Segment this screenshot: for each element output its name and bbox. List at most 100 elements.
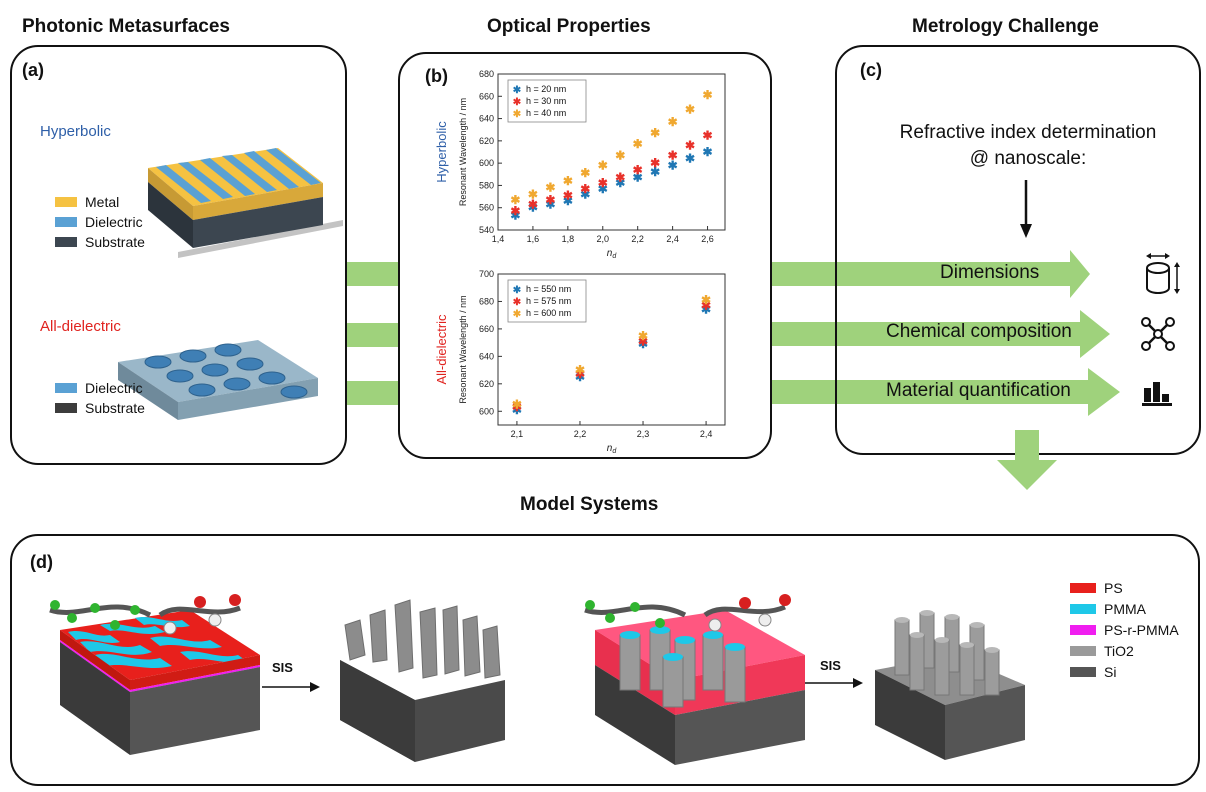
data-point: ✱ xyxy=(650,126,660,140)
data-point: ✱ xyxy=(598,158,608,172)
legend-box xyxy=(507,279,587,323)
si-swatch xyxy=(1070,667,1096,677)
x-tick-label: 2,1 xyxy=(511,429,524,439)
legend-tio2-label: TiO2 xyxy=(1104,643,1134,659)
data-point: ✱ xyxy=(528,187,538,201)
x-tick-label: 2,0 xyxy=(597,234,610,244)
connector-arrow-2 xyxy=(345,323,400,347)
data-point: ✱ xyxy=(575,370,585,384)
item-chemical-composition: Chemical composition xyxy=(886,321,1072,342)
legend-dielectric-label: Dielectric xyxy=(85,214,143,230)
hyperbolic-chart: 540 560 580 600 620 640 660 680 1,4 1,6 1,8 2,0 2,2 2… xyxy=(434,69,726,260)
legend-label: h = 575 nm xyxy=(526,296,571,306)
data-point: ✱ xyxy=(668,158,678,172)
legend-metal: Metal xyxy=(55,194,119,210)
data-point: ✱ xyxy=(563,194,573,208)
y-tick-label: 680 xyxy=(479,296,494,306)
hyperbolic-title: Hyperbolic xyxy=(40,123,111,140)
data-point: ✱ xyxy=(703,88,713,102)
y-axis-label: Resonant Wavelength / nm xyxy=(458,98,468,206)
data-point: ✱ xyxy=(512,403,522,417)
legend-substrate-2: Substrate xyxy=(55,400,145,416)
legend-box xyxy=(507,79,587,123)
hyperbolic-metasurface-image xyxy=(148,148,343,258)
molecule-network-icon xyxy=(1141,317,1175,351)
data-point: ✱ xyxy=(545,193,555,207)
sis-label-1: SIS xyxy=(272,660,293,675)
legend-si-label: Si xyxy=(1104,664,1117,680)
plot-frame xyxy=(497,73,726,231)
data-point: ✱ xyxy=(615,171,625,185)
legend-marker: ✱ xyxy=(513,297,522,308)
all-dielectric-title: All-dielectric xyxy=(40,318,121,335)
sis-arrow-1 xyxy=(262,682,320,692)
plot-frame xyxy=(497,273,726,426)
substrate-swatch-2 xyxy=(55,403,77,413)
data-point: ✱ xyxy=(545,181,555,195)
legend-label: h = 20 nm xyxy=(526,84,566,94)
x-tick-label: 2,6 xyxy=(701,234,714,244)
data-point: ✱ xyxy=(638,329,648,343)
statement-line2: @ nanoscale: xyxy=(969,148,1087,169)
ps-swatch xyxy=(1070,583,1096,593)
data-point: ✱ xyxy=(701,299,711,313)
cylinder-block-copolymer-image xyxy=(584,594,805,765)
connector-arrow-3 xyxy=(345,381,400,405)
bar-chart-icon xyxy=(1142,382,1172,406)
cylinder-dimension-icon xyxy=(1146,253,1180,294)
data-point: ✱ xyxy=(668,148,678,162)
data-point: ✱ xyxy=(580,182,590,196)
panel-a-label: (a) xyxy=(22,60,44,80)
data-point: ✱ xyxy=(638,337,648,351)
data-point: ✱ xyxy=(580,187,590,201)
data-point: ✱ xyxy=(510,193,520,207)
item-dimensions: Dimensions xyxy=(940,262,1040,283)
y-tick-label: 640 xyxy=(479,114,494,124)
data-point: ✱ xyxy=(633,163,643,177)
legend-dielectric-label-2: Dielectric xyxy=(85,380,143,396)
data-point: ✱ xyxy=(575,363,585,377)
legend-marker: ✱ xyxy=(513,97,522,108)
data-point: ✱ xyxy=(650,165,660,179)
data-point: ✱ xyxy=(685,152,695,166)
legend-ps-r-pmma: PS-r-PMMA xyxy=(1070,622,1179,638)
y-tick-label: 700 xyxy=(479,269,494,279)
item-material-quantification: Material quantification xyxy=(886,380,1071,401)
legend-label: h = 550 nm xyxy=(526,284,571,294)
y-tick-label: 600 xyxy=(479,158,494,168)
substrate-swatch xyxy=(55,237,77,247)
legend-si: Si xyxy=(1070,664,1116,680)
y-tick-label: 660 xyxy=(479,324,494,334)
side-label: Hyperbolic xyxy=(434,121,449,183)
data-point: ✱ xyxy=(703,145,713,159)
y-tick-label: 660 xyxy=(479,91,494,101)
data-point: ✱ xyxy=(512,397,522,411)
data-point: ✱ xyxy=(701,293,711,307)
header-photonic: Photonic Metasurfaces xyxy=(22,16,230,37)
legend-dielectric-1: Dielectric xyxy=(55,214,143,230)
sis-arrow-2 xyxy=(805,678,863,688)
tio2-swatch xyxy=(1070,646,1096,656)
dielectric-swatch-2 xyxy=(55,383,77,393)
header-optical: Optical Properties xyxy=(487,16,651,37)
legend-dielectric-2: Dielectric xyxy=(55,380,143,396)
legend-label: h = 600 nm xyxy=(526,308,571,318)
data-point: ✱ xyxy=(598,176,608,190)
connector-arrow-1 xyxy=(345,262,400,286)
data-point: ✱ xyxy=(510,209,520,223)
header-model: Model Systems xyxy=(520,494,659,515)
down-arrow-icon xyxy=(1020,180,1032,238)
data-point: ✱ xyxy=(685,138,695,152)
x-tick-label: 2,2 xyxy=(631,234,644,244)
data-point: ✱ xyxy=(575,367,585,381)
data-point: ✱ xyxy=(633,137,643,151)
ps-r-pmma-swatch xyxy=(1070,625,1096,635)
data-point: ✱ xyxy=(701,303,711,317)
pmma-swatch xyxy=(1070,604,1096,614)
metal-swatch xyxy=(55,197,77,207)
all-dielectric-chart: 600 620 640 660 680 700 2,1 2,2 2,3 2,4 nd Resonant… xyxy=(434,269,726,455)
y-tick-label: 580 xyxy=(479,180,494,190)
tio2-lamellar-image xyxy=(340,599,505,762)
legend-substrate-1: Substrate xyxy=(55,234,145,250)
panel-d-label: (d) xyxy=(30,552,53,572)
